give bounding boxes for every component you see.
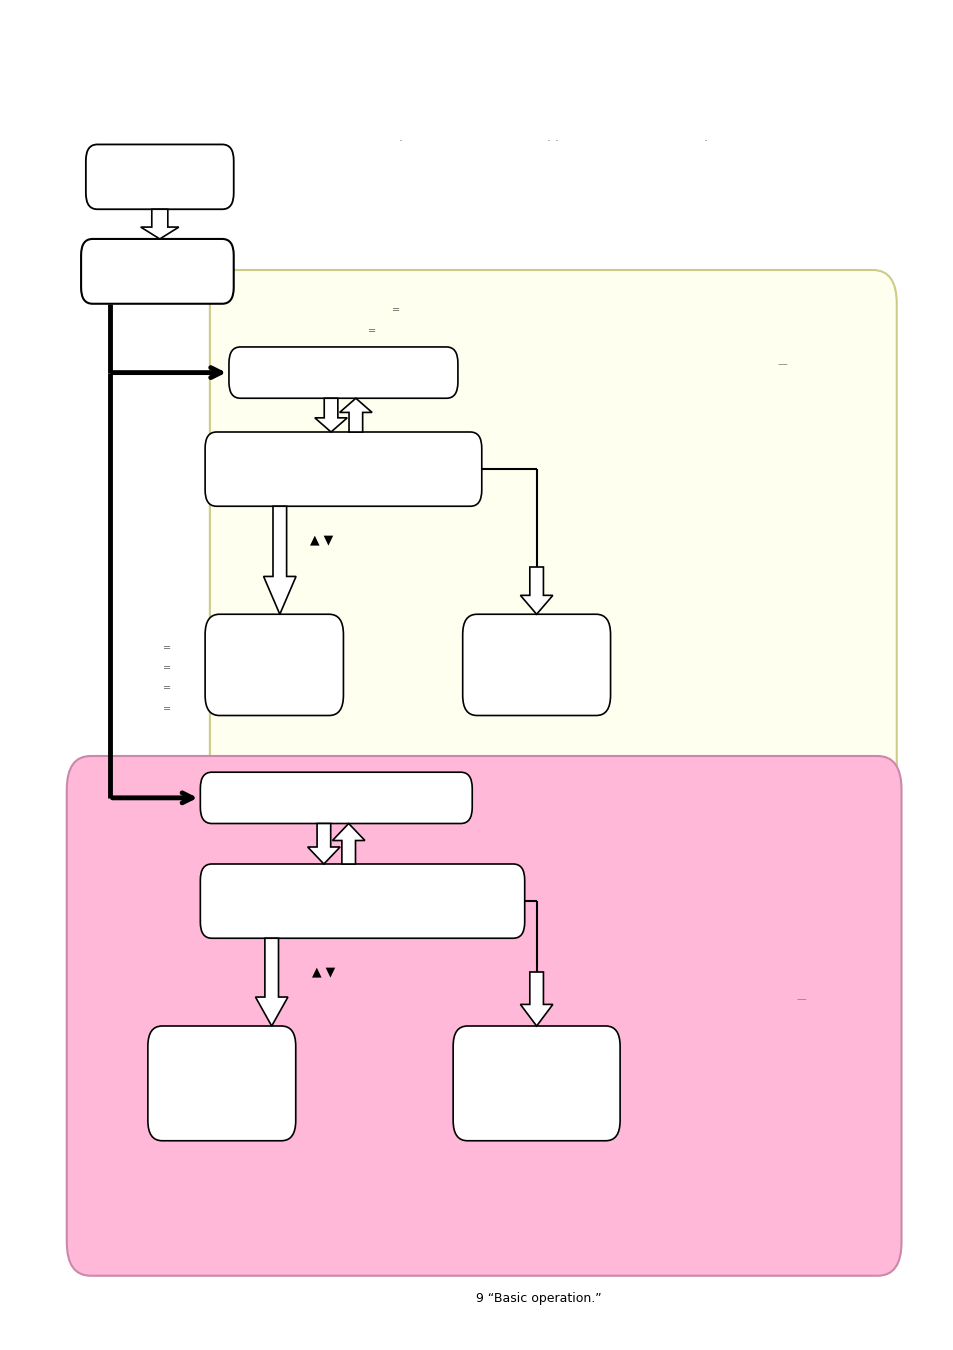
FancyBboxPatch shape: [210, 270, 896, 803]
Text: 9 “Basic operation.”: 9 “Basic operation.”: [476, 1292, 601, 1305]
Text: ▲ ▼: ▲ ▼: [312, 965, 335, 979]
Text: · ·: · ·: [547, 135, 558, 148]
Polygon shape: [520, 972, 553, 1026]
Text: ·: ·: [703, 135, 707, 148]
FancyBboxPatch shape: [200, 772, 472, 824]
Text: =: =: [163, 703, 171, 714]
FancyBboxPatch shape: [229, 347, 457, 398]
Text: =: =: [163, 643, 171, 653]
Polygon shape: [339, 398, 372, 432]
Text: =: =: [368, 325, 375, 336]
FancyBboxPatch shape: [81, 239, 233, 304]
FancyBboxPatch shape: [148, 1026, 295, 1141]
Text: =: =: [163, 663, 171, 674]
Text: —: —: [777, 359, 786, 370]
FancyBboxPatch shape: [67, 756, 901, 1276]
FancyBboxPatch shape: [453, 1026, 619, 1141]
Text: ·: ·: [398, 135, 402, 148]
Polygon shape: [520, 567, 553, 614]
Polygon shape: [263, 506, 295, 614]
Polygon shape: [314, 398, 347, 432]
Polygon shape: [255, 938, 288, 1026]
FancyBboxPatch shape: [462, 614, 610, 716]
FancyBboxPatch shape: [205, 432, 481, 506]
Polygon shape: [141, 209, 178, 239]
FancyBboxPatch shape: [86, 144, 233, 209]
Text: =: =: [392, 305, 399, 316]
FancyBboxPatch shape: [200, 864, 524, 938]
Text: —: —: [796, 994, 805, 1004]
Polygon shape: [332, 824, 364, 864]
FancyBboxPatch shape: [205, 614, 343, 716]
Text: =: =: [163, 683, 171, 694]
Text: ▲ ▼: ▲ ▼: [310, 533, 333, 547]
Polygon shape: [307, 824, 339, 864]
